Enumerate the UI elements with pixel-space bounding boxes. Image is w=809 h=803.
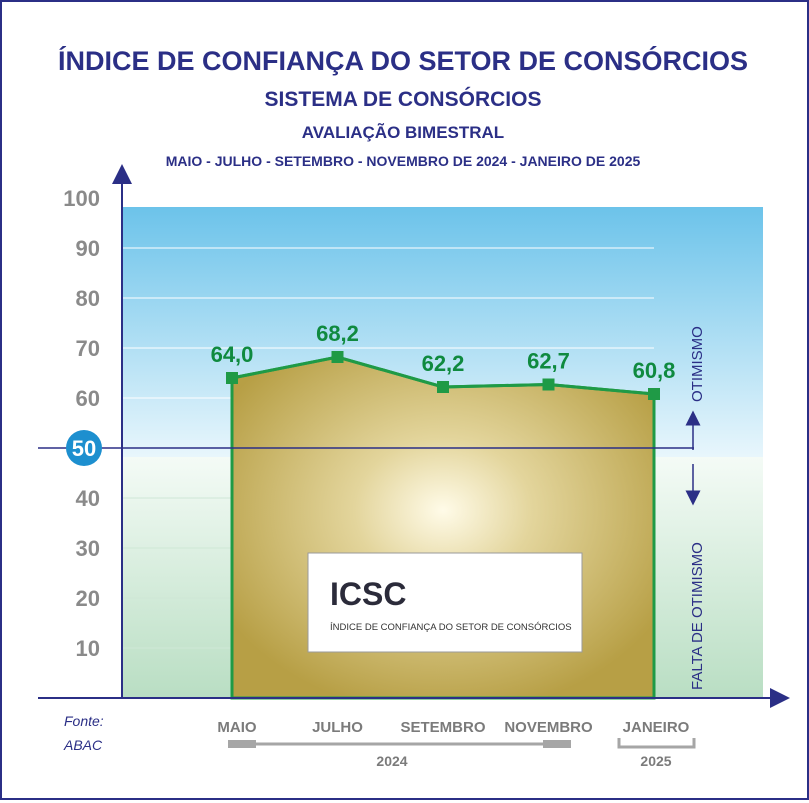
y-tick-label: 100 xyxy=(63,186,100,211)
line-layer: 64,0 68,2 62,2 62,7 60,8 xyxy=(211,321,676,400)
y-tick-labels: 10 20 30 40 50 60 70 80 90 100 xyxy=(63,186,102,661)
chart-subtitle-3: MAIO - JULHO - SETEMBRO - NOVEMBRO DE 20… xyxy=(166,153,641,169)
chart-subtitle-2: AVALIAÇÃO BIMESTRAL xyxy=(302,122,504,142)
y-tick-label: 70 xyxy=(76,336,100,361)
y-tick-label: 90 xyxy=(76,236,100,261)
data-point-marker xyxy=(331,351,344,363)
data-value-label: 68,2 xyxy=(316,321,359,346)
y-tick-label: 80 xyxy=(76,286,100,311)
y-tick-label: 40 xyxy=(76,486,100,511)
data-value-label: 64,0 xyxy=(211,342,254,367)
x-category-label: JULHO xyxy=(312,719,363,736)
x-category-label: JANEIRO xyxy=(623,719,690,736)
chart-title: ÍNDICE DE CONFIANÇA DO SETOR DE CONSÓRCI… xyxy=(58,45,748,76)
data-value-label: 62,2 xyxy=(422,351,465,376)
year-bracket-2024: 2024 xyxy=(228,740,571,769)
logo-title: ICSC xyxy=(330,576,406,612)
data-point-marker xyxy=(226,372,238,384)
logo-subtitle: ÍNDICE DE CONFIANÇA DO SETOR DE CONSÓRCI… xyxy=(330,622,572,633)
chart-subtitle-1: SISTEMA DE CONSÓRCIOS xyxy=(265,87,542,111)
source-name: ABAC xyxy=(63,737,103,753)
label-lack-of-optimism: FALTA DE OTIMISMO xyxy=(689,542,706,690)
x-category-label: SETEMBRO xyxy=(400,719,485,736)
highlight-tick-circle xyxy=(66,430,102,466)
y-tick-label: 50 xyxy=(72,436,96,461)
year-label-2024: 2024 xyxy=(376,753,407,769)
year-label-2025: 2025 xyxy=(640,753,671,769)
data-point-marker xyxy=(437,381,449,393)
y-tick-label: 30 xyxy=(76,536,100,561)
data-value-label: 62,7 xyxy=(527,349,570,374)
year-bracket-2025: 2025 xyxy=(617,738,696,769)
icsc-logo-box: ICSC ÍNDICE DE CONFIANÇA DO SETOR DE CON… xyxy=(307,552,583,653)
x-category-labels: MAIO JULHO SETEMBRO NOVEMBRO JANEIRO xyxy=(217,719,689,736)
y-tick-label: 60 xyxy=(76,386,100,411)
data-value-label: 60,8 xyxy=(633,358,676,383)
data-point-marker xyxy=(648,388,660,400)
data-point-marker xyxy=(542,378,555,391)
label-optimism: OTIMISMO xyxy=(689,326,706,402)
x-category-label: NOVEMBRO xyxy=(504,719,593,736)
y-tick-label: 10 xyxy=(76,636,100,661)
y-tick-label: 20 xyxy=(76,586,100,611)
source-label: Fonte: xyxy=(64,713,104,729)
x-category-label: MAIO xyxy=(217,719,256,736)
